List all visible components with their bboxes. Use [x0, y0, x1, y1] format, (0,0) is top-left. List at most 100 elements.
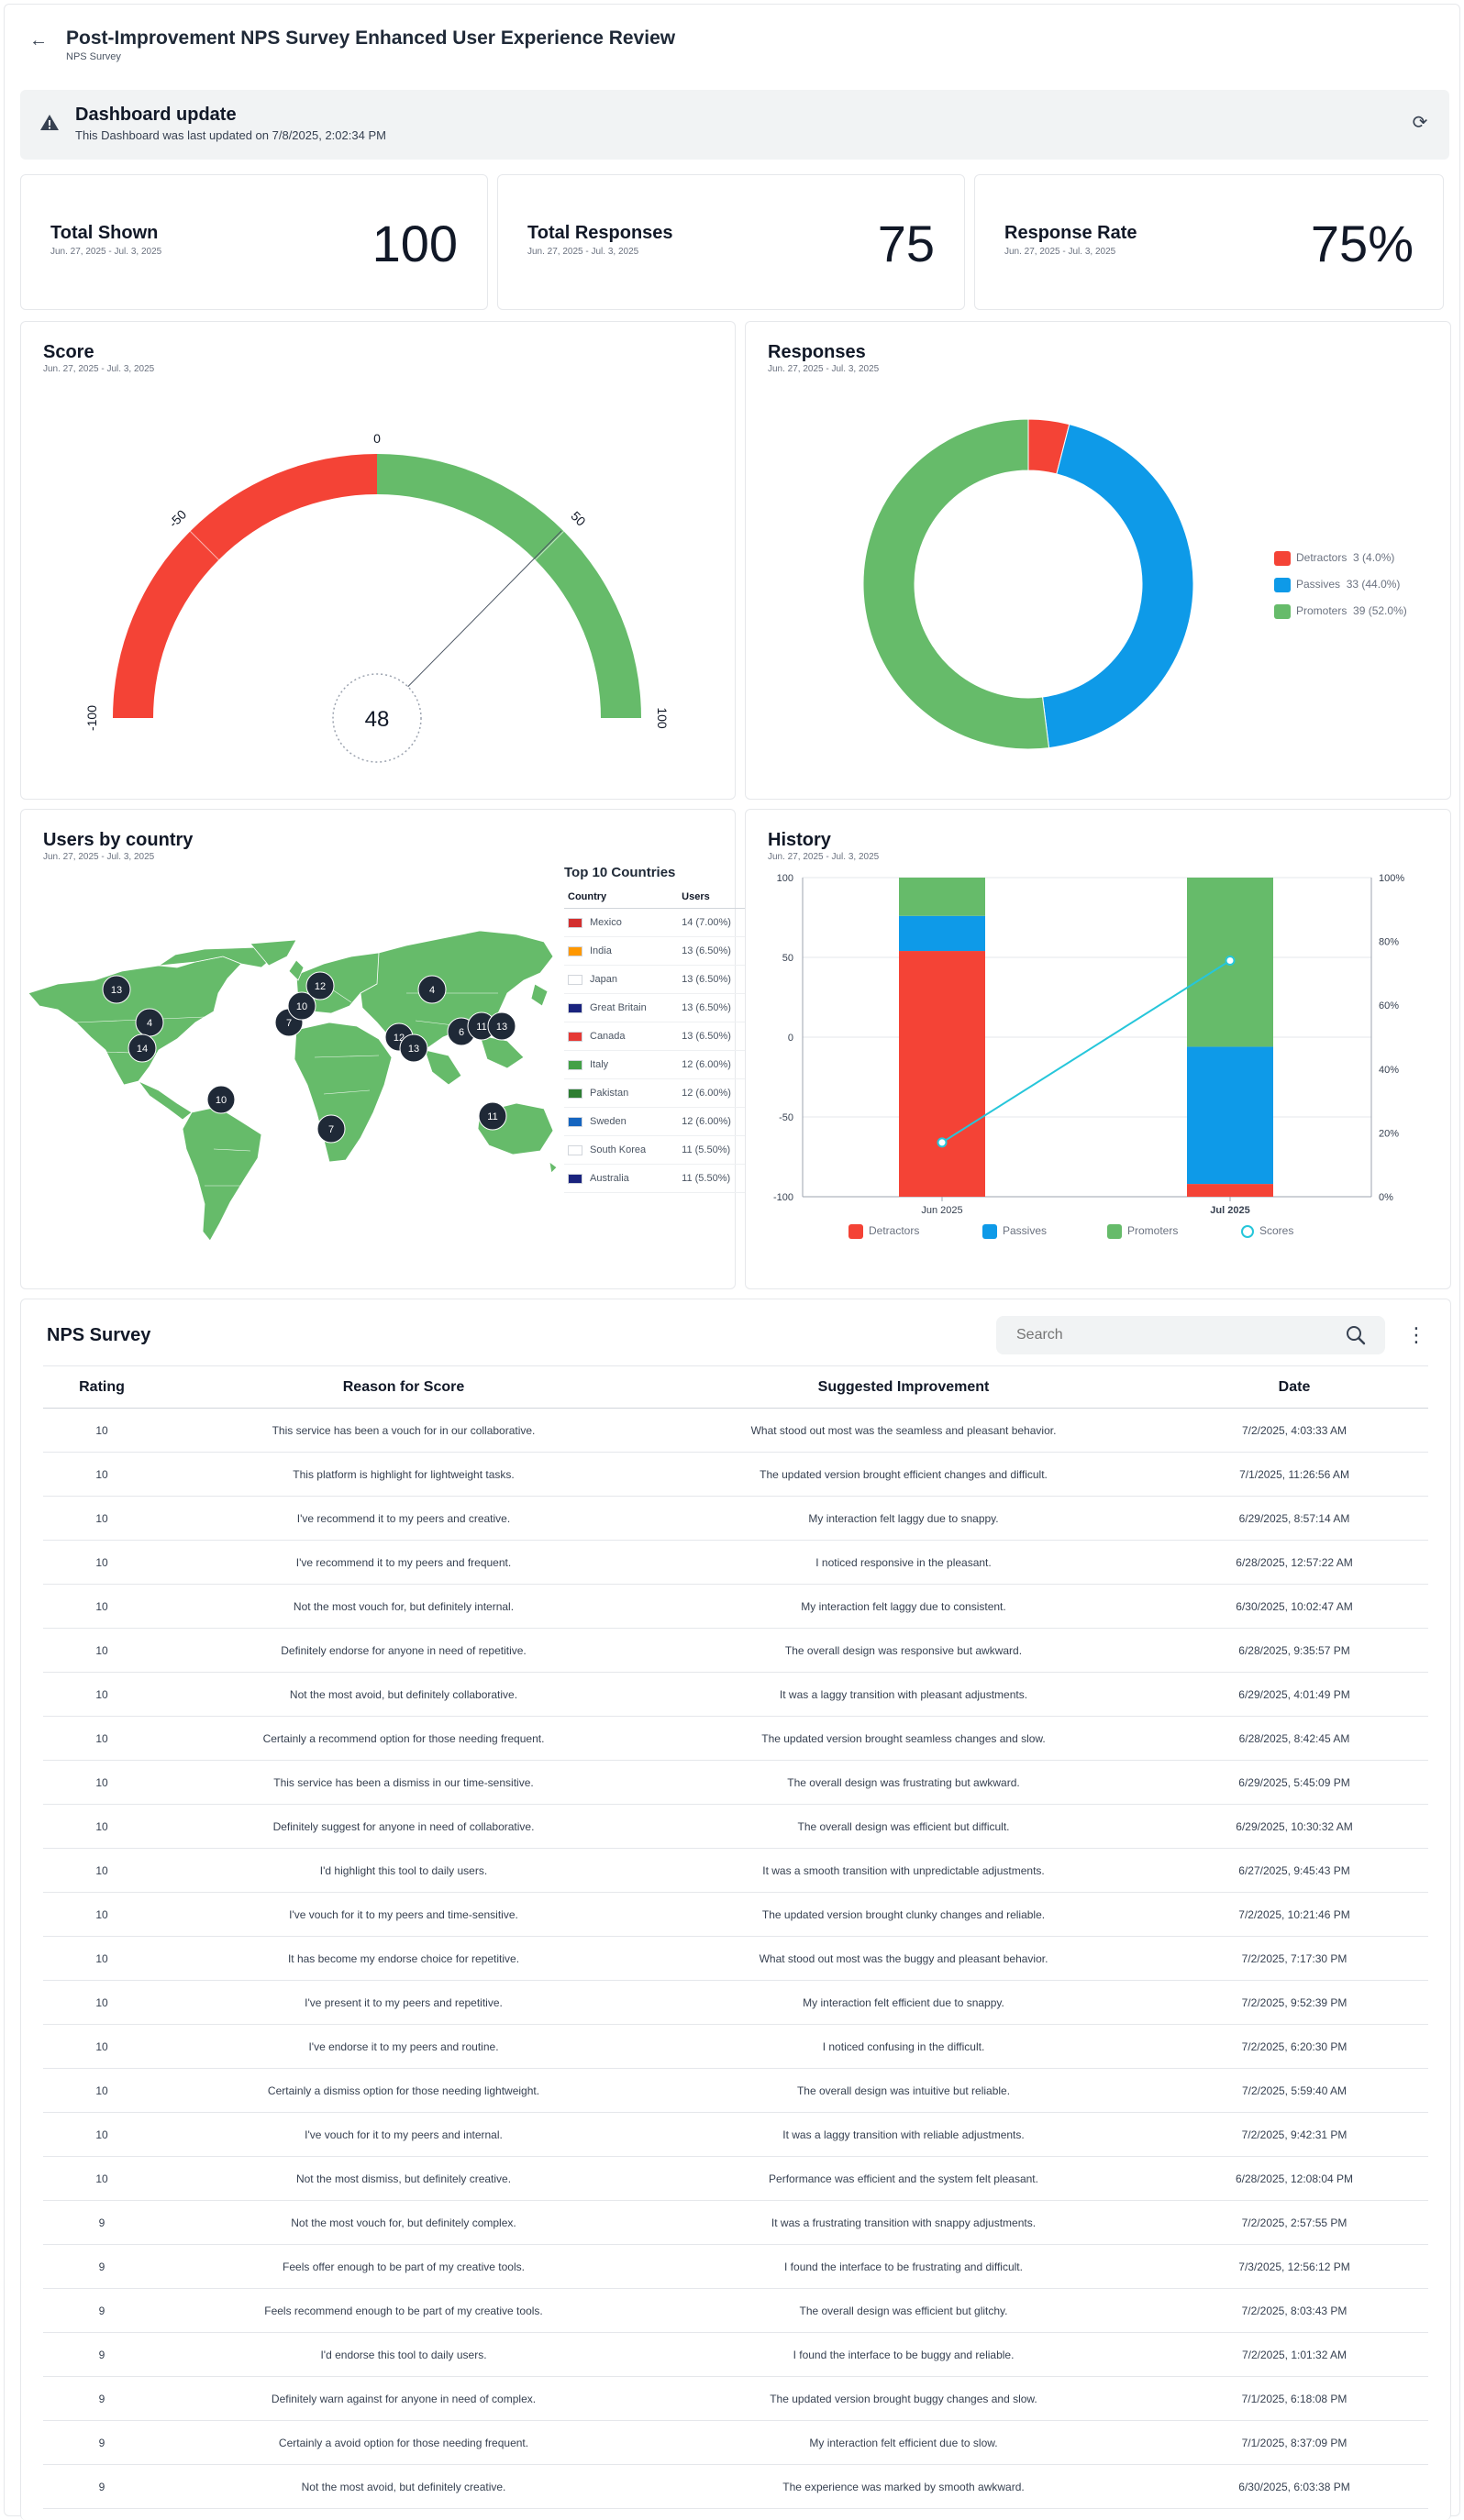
back-arrow-icon[interactable]: ← [29, 30, 48, 50]
history-bar-passives[interactable] [899, 915, 985, 952]
y-tick-label: -100 [773, 1192, 793, 1203]
country-marker[interactable] [316, 1114, 346, 1144]
table-row[interactable]: 10 It has become my endorse choice for re… [43, 1936, 1428, 1981]
country-cell: Australia [564, 1164, 679, 1193]
refresh-icon[interactable]: ⟳ [1412, 113, 1428, 133]
country-users: 12 (6.00%) [678, 1078, 753, 1108]
improvement-cell: It was a laggy transition with pleasant … [647, 1672, 1160, 1717]
table-row[interactable]: 10 Certainly a recommend option for those… [43, 1716, 1428, 1761]
history-bar-detractors[interactable] [1187, 1184, 1273, 1197]
col-reason[interactable]: Reason for Score [161, 1365, 647, 1409]
history-bar-passives[interactable] [1187, 1046, 1273, 1185]
table-row[interactable]: 10 I've present it to my peers and repeti… [43, 1980, 1428, 2025]
country-marker[interactable] [487, 1011, 516, 1041]
table-row[interactable]: 9 Not the most vouch for, but definitely … [43, 2200, 1428, 2245]
history-bar-detractors[interactable] [899, 951, 985, 1197]
table-row[interactable]: 10 I'd highlight this tool to daily users… [43, 1848, 1428, 1893]
country-row: Canada 13 (6.50%) [564, 1022, 753, 1051]
country-marker[interactable] [102, 975, 131, 1004]
table-row[interactable]: 10 Definitely suggest for anyone in need … [43, 1804, 1428, 1849]
stat-card-total-shown: Total Shown Jun. 27, 2025 - Jul. 3, 2025… [20, 174, 488, 310]
country-name: Mexico [590, 917, 622, 928]
stat-card-total-responses: Total Responses Jun. 27, 2025 - Jul. 3, … [497, 174, 965, 310]
rating-cell: 9 [43, 2376, 161, 2421]
legend-label: Passives [1296, 578, 1341, 591]
col-date[interactable]: Date [1160, 1365, 1428, 1409]
col-improvement[interactable]: Suggested Improvement [647, 1365, 1160, 1409]
country-name: Japan [590, 974, 617, 985]
top-countries-title: Top 10 Countries [564, 865, 676, 880]
score-point[interactable] [937, 1137, 948, 1148]
country-marker[interactable] [478, 1101, 507, 1131]
banner-text: This Dashboard was last updated on 7/8/2… [75, 128, 386, 142]
country-marker[interactable] [305, 971, 335, 1000]
legend-label: Passives [1003, 1224, 1048, 1238]
table-row[interactable]: 10 Not the most vouch for, but definitely… [43, 1584, 1428, 1629]
y-tick-label: 0 [788, 1033, 793, 1044]
history-bar-promoters[interactable] [899, 878, 985, 916]
flag-icon [568, 1144, 582, 1155]
table-row[interactable]: 10 I've recommend it to my peers and freq… [43, 1540, 1428, 1585]
y2-tick-label: 60% [1379, 1000, 1399, 1011]
date-cell: 7/1/2025, 6:18:08 PM [1160, 2376, 1428, 2421]
improvement-cell: The updated version brought buggy change… [647, 2376, 1160, 2421]
country-cell: Canada [564, 1022, 679, 1051]
table-row[interactable]: 9 Definitely warn against for anyone in n… [43, 2376, 1428, 2421]
marker-count: 13 [496, 1022, 507, 1033]
table-row[interactable]: 9 Not the most avoid, but definitely crea… [43, 2464, 1428, 2509]
table-row[interactable]: 10 I've endorse it to my peers and routin… [43, 2024, 1428, 2069]
donut-slice-passives[interactable] [1041, 424, 1194, 749]
x-tick-label: Jun 2025 [921, 1205, 962, 1216]
more-options-icon[interactable]: ⋮ [1406, 1323, 1426, 1346]
table-row[interactable]: 9 Feels offer enough to be part of my cre… [43, 2244, 1428, 2289]
table-row[interactable]: 10 This platform is highlight for lightwe… [43, 1452, 1428, 1497]
responses-card: Responses Jun. 27, 2025 - Jul. 3, 2025 D… [745, 321, 1451, 800]
score-point[interactable] [1225, 955, 1236, 966]
marker-count: 7 [328, 1124, 334, 1135]
legend-swatch [1107, 1224, 1122, 1239]
search-input[interactable] [996, 1316, 1385, 1354]
reason-cell: I've vouch for it to my peers and intern… [161, 2112, 647, 2157]
table-row[interactable]: 10 Not the most avoid, but definitely col… [43, 1672, 1428, 1717]
reason-cell: It has become my endorse choice for repe… [161, 1936, 647, 1981]
country-marker[interactable] [399, 1033, 428, 1063]
search-icon[interactable] [1342, 1321, 1370, 1349]
table-row[interactable]: 10 I've vouch for it to my peers and time… [43, 1892, 1428, 1937]
rating-cell: 10 [43, 2112, 161, 2157]
legend-detail: 39 (52.0%) [1353, 604, 1407, 618]
table-row[interactable]: 10 Certainly a dismiss option for those n… [43, 2068, 1428, 2113]
rating-cell: 9 [43, 2464, 161, 2509]
country-marker[interactable] [417, 975, 447, 1004]
top-countries-panel: Top 10 Countries Country Users Mexico 14 … [564, 865, 753, 1193]
score-gauge: 48 0 -50 50 -100 100 [84, 431, 670, 763]
country-name: Pakistan [590, 1088, 629, 1099]
table-row[interactable]: 9 I'd endorse this tool to daily users. I … [43, 2332, 1428, 2377]
users-by-country-card: Users by country Jun. 27, 2025 - Jul. 3,… [20, 809, 753, 1289]
country-marker[interactable] [128, 1033, 157, 1063]
col-rating[interactable]: Rating [43, 1365, 161, 1409]
gauge-tick-minus50 [190, 531, 219, 560]
table-row[interactable]: 9 Feels recommend enough to be part of my… [43, 2288, 1428, 2333]
table-row[interactable]: 10 I've recommend it to my peers and crea… [43, 1496, 1428, 1541]
table-row[interactable]: 10 This service has been a vouch for in o… [43, 1408, 1428, 1453]
legend-swatch [1274, 551, 1291, 566]
donut-slice-promoters[interactable] [862, 418, 1050, 750]
table-row[interactable]: 10 I've vouch for it to my peers and inte… [43, 2112, 1428, 2157]
flag-icon [568, 1059, 582, 1070]
marker-count: 14 [137, 1044, 148, 1055]
table-row[interactable]: 10 This service has been a dismiss in our… [43, 1760, 1428, 1805]
improvement-cell: I found the interface to be frustrating … [647, 2244, 1160, 2289]
rating-cell: 10 [43, 1672, 161, 1717]
country-marker[interactable] [287, 991, 316, 1021]
country-marker[interactable] [206, 1085, 236, 1114]
date-cell: 7/2/2025, 4:03:33 AM [1160, 1408, 1428, 1453]
gauge-label-minus100: -100 [84, 705, 99, 731]
rating-cell: 10 [43, 2024, 161, 2069]
improvement-cell: The overall design was efficient but gli… [647, 2288, 1160, 2333]
table-row[interactable]: 10 Definitely endorse for anyone in need … [43, 1628, 1428, 1673]
table-row[interactable]: 10 Not the most dismiss, but definitely c… [43, 2156, 1428, 2201]
legend-label: Promoters [1296, 604, 1348, 618]
table-row[interactable]: 9 Certainly a avoid option for those need… [43, 2420, 1428, 2465]
improvement-cell: The updated version brought seamless cha… [647, 1716, 1160, 1761]
